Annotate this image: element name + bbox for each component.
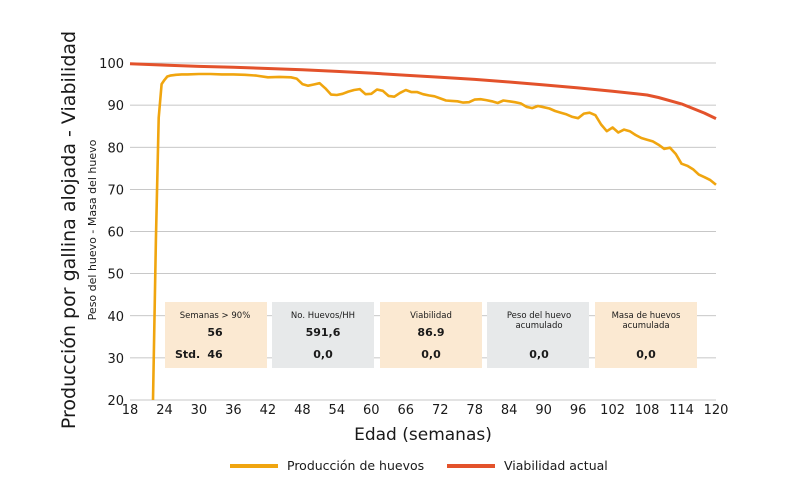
x-tick-label: 96: [570, 403, 587, 418]
y-tick-label: 80: [107, 141, 124, 156]
y-tick-label: 40: [107, 310, 124, 325]
y-tick-label: 30: [107, 352, 124, 367]
y-tick-label: 90: [107, 99, 124, 114]
x-tick-label: 30: [191, 403, 208, 418]
legend-label-egg-production: Producción de huevos: [287, 458, 424, 473]
info-box-value2-egg-weight: 0,0: [529, 348, 549, 361]
y-axis-ticks: 20 30 40 50 60 70 80 90 100: [99, 57, 124, 409]
x-tick-label: 120: [704, 403, 729, 418]
y-tick-label: 50: [107, 268, 124, 283]
info-boxes: Semanas > 90% 56 Std. 46 No. Huevos/HH 5…: [165, 302, 697, 368]
x-tick-label: 36: [225, 403, 242, 418]
x-tick-label: 90: [535, 403, 552, 418]
info-box-title-weeks: Semanas > 90%: [180, 311, 251, 321]
info-box-value2-viability: 0,0: [421, 348, 441, 361]
info-box-title-egg-mass-2: acumulada: [622, 321, 669, 331]
info-box-title-egg-weight-2: acumulado: [515, 321, 562, 331]
info-box-value2-egg-mass: 0,0: [636, 348, 656, 361]
info-box-value2-eggs: 0,0: [313, 348, 333, 361]
x-tick-label: 54: [329, 403, 346, 418]
x-tick-label: 48: [294, 403, 311, 418]
info-box-title-eggs: No. Huevos/HH: [291, 311, 355, 321]
info-box-eggs-per-hen: [272, 302, 374, 368]
y-axis-title: Producción por gallina alojada - Viabili…: [58, 31, 80, 429]
info-box-egg-mass: [595, 302, 697, 368]
x-tick-label: 102: [600, 403, 625, 418]
info-box-weeks-above-90: [165, 302, 267, 368]
x-tick-label: 66: [397, 403, 414, 418]
info-box-viability: [380, 302, 482, 368]
info-box-title-egg-mass-1: Masa de huevos: [612, 311, 681, 321]
x-tick-label: 42: [260, 403, 277, 418]
x-tick-label: 60: [363, 403, 380, 418]
info-box-value-eggs: 591,6: [306, 326, 341, 339]
legend-label-viability: Viabilidad actual: [504, 458, 608, 473]
x-axis-title: Edad (semanas): [354, 425, 492, 445]
x-tick-label: 18: [122, 403, 139, 418]
x-tick-label: 78: [466, 403, 483, 418]
x-tick-label: 114: [669, 403, 694, 418]
y-tick-label: 100: [99, 57, 124, 72]
x-axis-ticks: 18 24 30 36 42 48 54 60 66 72 78 84 90 96 102 108 114 120: [122, 403, 729, 418]
x-tick-label: 24: [156, 403, 173, 418]
y-tick-label: 60: [107, 226, 124, 241]
y-tick-label: 20: [107, 394, 124, 409]
info-box-value-weeks: 56: [207, 326, 223, 339]
info-box-egg-weight: [487, 302, 589, 368]
y-axis-secondary-title: Peso del huevo - Masa del huevo: [86, 139, 99, 320]
info-box-title-viability: Viabilidad: [410, 311, 452, 321]
info-box-std-value: 46: [207, 348, 223, 361]
series-lines: [129, 62, 717, 401]
y-tick-label: 70: [107, 183, 124, 198]
x-tick-label: 108: [635, 403, 660, 418]
x-tick-label: 84: [501, 403, 518, 418]
legend: Producción de huevos Viabilidad actual: [230, 458, 608, 473]
series-line-viability: [129, 62, 717, 120]
x-tick-label: 72: [432, 403, 449, 418]
series-line-egg-production: [151, 72, 717, 401]
info-box-value-viability: 86.9: [417, 326, 444, 339]
info-box-std-label: Std.: [175, 348, 200, 361]
info-box-title-egg-weight-1: Peso del huevo: [507, 311, 571, 321]
